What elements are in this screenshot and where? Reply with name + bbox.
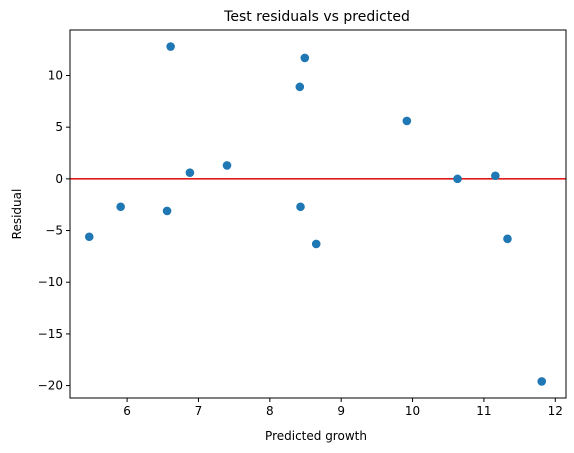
y-tick-label: 5 xyxy=(55,120,63,134)
y-tick-label: −5 xyxy=(45,224,63,238)
x-axis: 6 7 8 9 10 11 12 xyxy=(123,398,563,418)
data-point xyxy=(185,168,195,177)
y-axis: −20 −15 −10 −5 0 5 10 xyxy=(38,68,70,393)
x-tick-label: 11 xyxy=(476,404,491,418)
data-point xyxy=(295,82,305,92)
y-tick-label: −10 xyxy=(38,275,63,289)
y-tick-label: −20 xyxy=(38,379,63,393)
x-tick-label: 10 xyxy=(405,404,420,418)
plot-frame xyxy=(69,29,567,399)
x-tick-label: 7 xyxy=(195,404,203,418)
data-point xyxy=(311,239,321,249)
y-axis-label: Residual xyxy=(10,189,24,240)
data-point xyxy=(222,161,232,170)
chart-title: Test residuals vs predicted xyxy=(223,9,410,25)
y-tick-label: −15 xyxy=(38,327,63,341)
data-point xyxy=(453,174,462,184)
data-point xyxy=(402,116,412,126)
data-point xyxy=(84,232,94,242)
data-points xyxy=(84,42,547,386)
y-tick-label: 0 xyxy=(55,172,63,186)
data-point xyxy=(537,377,547,386)
data-point xyxy=(491,171,500,181)
data-point xyxy=(162,206,172,216)
plot-area xyxy=(69,29,567,399)
x-tick-label: 8 xyxy=(266,404,274,418)
data-point xyxy=(166,42,175,51)
data-point xyxy=(503,234,512,244)
data-point xyxy=(296,202,305,212)
x-tick-label: 9 xyxy=(337,404,345,418)
data-point xyxy=(116,202,125,212)
x-tick-label: 12 xyxy=(548,404,563,418)
y-tick-label: 10 xyxy=(48,68,63,82)
x-tick-label: 6 xyxy=(123,404,131,418)
x-axis-label: Predicted growth xyxy=(265,429,367,443)
data-point xyxy=(300,53,310,63)
